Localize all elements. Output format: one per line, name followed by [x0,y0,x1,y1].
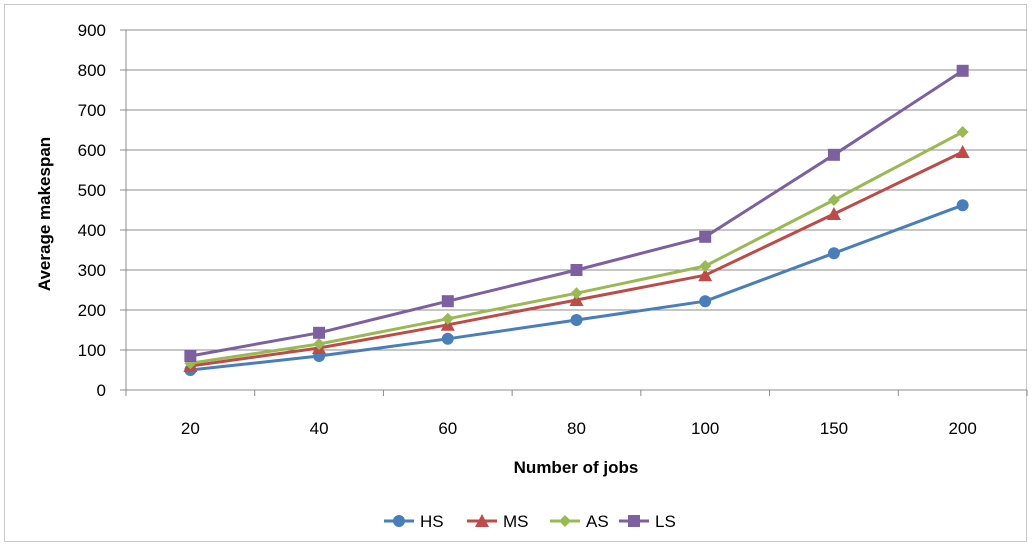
series-ls [184,64,969,362]
legend-label-hs: HS [420,512,444,531]
legend-item-hs: HS [384,512,444,531]
data-point-ls [441,295,454,308]
y-axis-title: Average makespan [35,137,54,291]
data-point-ms [955,145,970,158]
y-tick-label: 200 [78,301,106,320]
y-tick-label: 500 [78,181,106,200]
series-hs [184,199,969,376]
legend: HS MS AS LS [384,512,676,531]
x-tick-label: 80 [567,419,586,438]
x-tick-label: 60 [438,419,457,438]
data-point-ls [956,64,969,77]
legend-label-as: AS [586,512,609,531]
data-point-ls [827,148,840,161]
y-tick-label: 0 [97,381,106,400]
data-point-ms [698,268,713,282]
data-point-as [570,287,583,300]
legend-marker-ls [628,515,640,527]
series-ms [183,145,970,372]
data-point-ls [570,264,583,276]
x-axis-title: Number of jobs [514,458,639,477]
data-point-ms [826,207,841,220]
data-point-as [313,338,326,350]
legend-marker-as [559,515,571,527]
data-point-hs [956,199,969,212]
y-tick-label: 900 [78,21,106,40]
legend-item-ms: MS [467,512,529,531]
data-point-ls [313,326,326,339]
y-axis-ticks: 0 100 200 300 400 500 600 700 800 900 [78,21,126,400]
y-tick-label: 300 [78,261,106,280]
series-as [184,126,969,370]
x-tick-label: 150 [820,419,848,438]
x-tick-label: 100 [691,419,719,438]
legend-label-ls: LS [655,512,676,531]
series-line-ls [190,69,964,358]
x-tick-label: 200 [948,419,976,438]
y-tick-label: 800 [78,61,106,80]
y-tick-label: 700 [78,101,106,120]
series-layer [183,64,970,376]
legend-item-as: AS [550,512,609,531]
data-point-ls [699,230,712,243]
axes [125,30,1027,391]
data-point-ms [569,293,584,306]
x-axis-ticks: 20 40 60 80 100 150 200 [125,390,1028,438]
y-tick-label: 600 [78,141,106,160]
legend-item-ls: LS [619,512,676,531]
legend-marker-hs [393,515,405,527]
x-tick-label: 20 [181,419,200,438]
data-point-ls [184,350,197,362]
data-point-hs [699,295,712,308]
data-point-as [441,312,454,325]
y-tick-label: 100 [78,341,106,360]
data-point-hs [570,314,583,326]
data-point-as [699,260,712,272]
legend-marker-ms [475,514,489,527]
data-point-as [827,194,840,206]
y-tick-label: 400 [78,221,106,240]
data-point-hs [441,332,454,345]
chart-frame [4,4,1027,542]
data-point-as [956,126,969,138]
legend-label-ms: MS [503,512,529,531]
x-tick-label: 40 [310,419,329,438]
data-point-hs [827,247,840,260]
